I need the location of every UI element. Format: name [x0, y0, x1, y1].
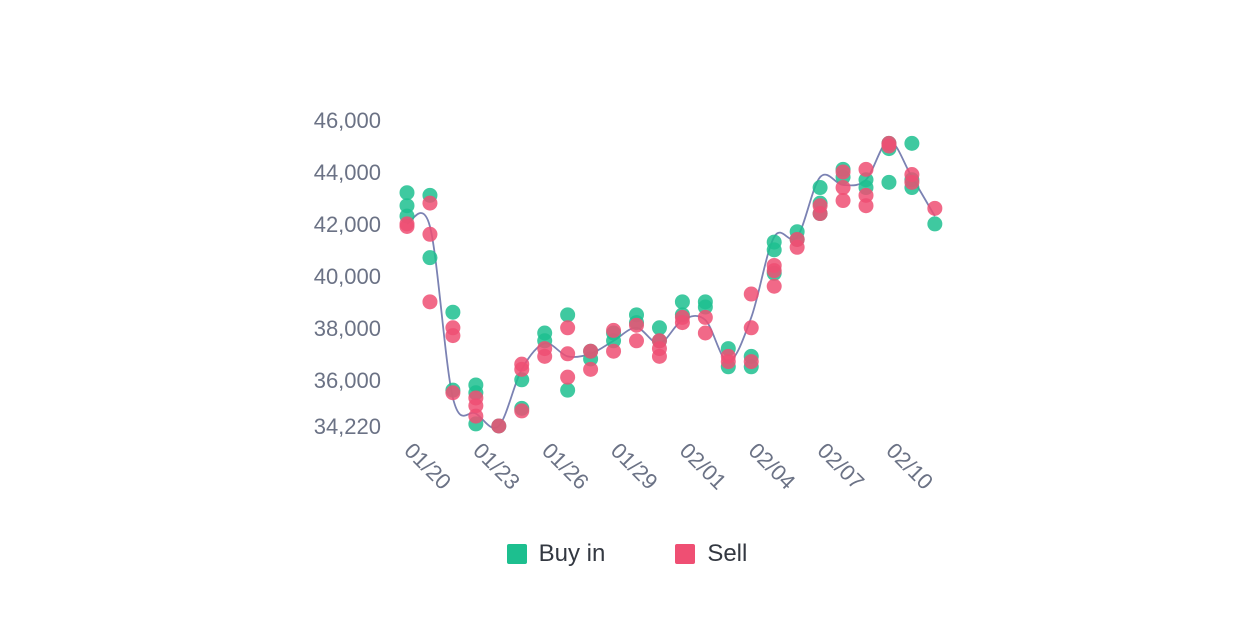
y-tick-label: 36,000	[314, 368, 381, 393]
legend-item-sell[interactable]: Sell	[675, 540, 747, 568]
data-point[interactable]	[904, 135, 920, 151]
legend: Buy in Sell	[0, 540, 1254, 568]
data-point[interactable]	[789, 239, 805, 255]
legend-swatch-sell	[675, 544, 696, 564]
data-point[interactable]	[583, 343, 599, 359]
data-point[interactable]	[606, 343, 622, 359]
data-point[interactable]	[858, 161, 874, 177]
x-tick-label: 01/23	[468, 438, 525, 495]
data-point[interactable]	[468, 398, 484, 414]
data-point[interactable]	[881, 138, 897, 154]
y-tick-label: 42,000	[314, 212, 381, 237]
data-point[interactable]	[743, 320, 759, 336]
data-point[interactable]	[606, 322, 622, 338]
data-point[interactable]	[422, 294, 438, 310]
data-point[interactable]	[835, 193, 851, 209]
data-point[interactable]	[927, 216, 943, 232]
data-point[interactable]	[468, 408, 484, 424]
y-tick-label: 46,000	[314, 108, 381, 133]
x-tick-label: 02/01	[675, 438, 732, 495]
data-point[interactable]	[766, 278, 782, 294]
data-point[interactable]	[674, 315, 690, 331]
data-point[interactable]	[766, 263, 782, 279]
data-point[interactable]	[514, 403, 530, 419]
legend-swatch-buy	[506, 544, 527, 564]
data-point[interactable]	[835, 164, 851, 180]
data-point[interactable]	[583, 361, 599, 377]
series-buy-in	[399, 135, 943, 434]
data-point[interactable]	[697, 325, 713, 341]
data-point[interactable]	[560, 346, 576, 362]
data-point[interactable]	[445, 328, 461, 344]
data-point[interactable]	[674, 294, 690, 310]
data-point[interactable]	[881, 174, 897, 190]
data-point[interactable]	[445, 385, 461, 401]
data-point[interactable]	[560, 369, 576, 385]
y-tick-label: 34,220	[314, 414, 381, 439]
points-layer	[399, 135, 943, 434]
data-point[interactable]	[858, 198, 874, 214]
data-point[interactable]	[651, 348, 667, 364]
data-point[interactable]	[422, 195, 438, 211]
data-point[interactable]	[743, 354, 759, 370]
data-point[interactable]	[560, 382, 576, 398]
data-point[interactable]	[491, 418, 507, 434]
trend-line-layer	[406, 139, 936, 429]
data-point[interactable]	[422, 250, 438, 266]
data-point[interactable]	[720, 354, 736, 370]
data-point[interactable]	[445, 304, 461, 320]
data-point[interactable]	[537, 348, 553, 364]
data-point[interactable]	[835, 180, 851, 196]
data-point[interactable]	[697, 299, 713, 315]
x-tick-label: 02/07	[813, 438, 870, 495]
data-point[interactable]	[927, 200, 943, 216]
x-tick-label: 02/04	[744, 438, 801, 495]
x-tick-label: 02/10	[881, 438, 938, 495]
x-tick-label: 01/26	[537, 438, 594, 495]
legend-label-sell: Sell	[707, 540, 748, 567]
y-tick-label: 44,000	[314, 160, 381, 185]
data-point[interactable]	[812, 180, 828, 196]
trend-line	[406, 139, 936, 429]
data-point[interactable]	[766, 242, 782, 258]
x-tick-label: 01/29	[606, 438, 663, 495]
x-tick-label: 01/20	[399, 438, 456, 495]
y-tick-label: 38,000	[314, 316, 381, 341]
data-point[interactable]	[399, 185, 415, 201]
data-point[interactable]	[651, 320, 667, 336]
data-point[interactable]	[904, 174, 920, 190]
data-point[interactable]	[560, 320, 576, 336]
data-point[interactable]	[629, 333, 644, 349]
legend-item-buy[interactable]: Buy in	[506, 540, 606, 568]
series-sell	[399, 135, 943, 434]
y-axis: 34,220 36,000 38,000 40,000 42,000 44,000 46,0…	[314, 108, 381, 439]
data-point[interactable]	[399, 198, 415, 214]
legend-label-buy: Buy in	[538, 540, 606, 567]
data-point[interactable]	[697, 309, 713, 325]
data-point[interactable]	[606, 333, 622, 349]
data-point[interactable]	[812, 206, 828, 222]
data-point[interactable]	[399, 219, 415, 235]
data-point[interactable]	[514, 372, 530, 388]
data-point[interactable]	[629, 317, 644, 333]
data-point[interactable]	[422, 226, 438, 242]
data-point[interactable]	[514, 361, 530, 377]
x-axis: 01/20 01/23 01/26 01/29 02/01 02/04 02/07 02/10	[399, 438, 938, 495]
data-point[interactable]	[560, 307, 576, 323]
data-point[interactable]	[858, 187, 874, 203]
y-tick-label: 40,000	[314, 264, 381, 289]
data-point[interactable]	[743, 286, 759, 302]
